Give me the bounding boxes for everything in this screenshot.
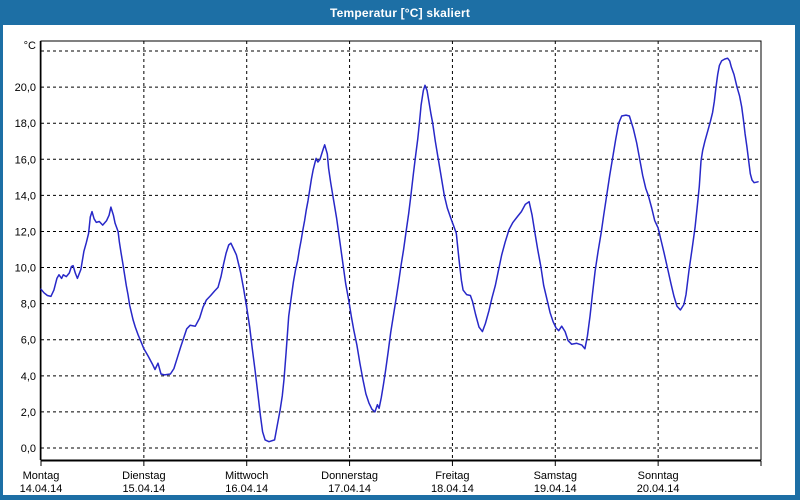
x-day-label: Donnerstag (321, 470, 378, 482)
x-date-label: 18.04.14 (431, 483, 474, 495)
y-tick-label: 4,0 (21, 371, 36, 383)
plot-border (40, 40, 762, 461)
x-day-label: Sonntag (638, 470, 679, 482)
title-bar[interactable]: Temperatur [°C] skaliert (3, 0, 795, 25)
temperature-line (40, 57, 759, 443)
x-date-label: 16.04.14 (225, 483, 268, 495)
x-day-label: Mittwoch (225, 470, 268, 482)
chart-area: 0,0 2,0 4,0 6,0 8,0 10,0 12,0 14,0 16,0 18,0 20,0 °… (3, 25, 795, 495)
x-date-label: 17.04.14 (328, 483, 371, 495)
y-tick-label: 2,0 (21, 407, 36, 419)
x-date-label: 14.04.14 (20, 483, 63, 495)
window-title: Temperatur [°C] skaliert (329, 5, 471, 20)
x-date-label: 19.04.14 (534, 483, 577, 495)
x-day-label: Samstag (534, 470, 577, 482)
x-date-label: 15.04.14 (122, 483, 165, 495)
x-day-label: Dienstag (122, 470, 165, 482)
x-day-label: Montag (23, 470, 60, 482)
y-tick-label: 10,0 (15, 263, 36, 275)
temperature-chart: 0,0 2,0 4,0 6,0 8,0 10,0 12,0 14,0 16,0 18,0 20,0 °… (15, 40, 762, 495)
y-tick-label: 16,0 (15, 154, 36, 166)
y-tick-label: 20,0 (15, 82, 36, 94)
y-tick-label: 6,0 (21, 335, 36, 347)
y-tick-label: 12,0 (15, 226, 36, 238)
y-tick-label: 14,0 (15, 190, 36, 202)
y-tick-label: 8,0 (21, 299, 36, 311)
y-tick-label: 18,0 (15, 118, 36, 130)
x-day-label: Freitag (435, 470, 469, 482)
x-date-label: 20.04.14 (637, 483, 680, 495)
y-tick-label: 0,0 (21, 443, 36, 455)
y-axis-unit-label: °C (24, 40, 36, 52)
